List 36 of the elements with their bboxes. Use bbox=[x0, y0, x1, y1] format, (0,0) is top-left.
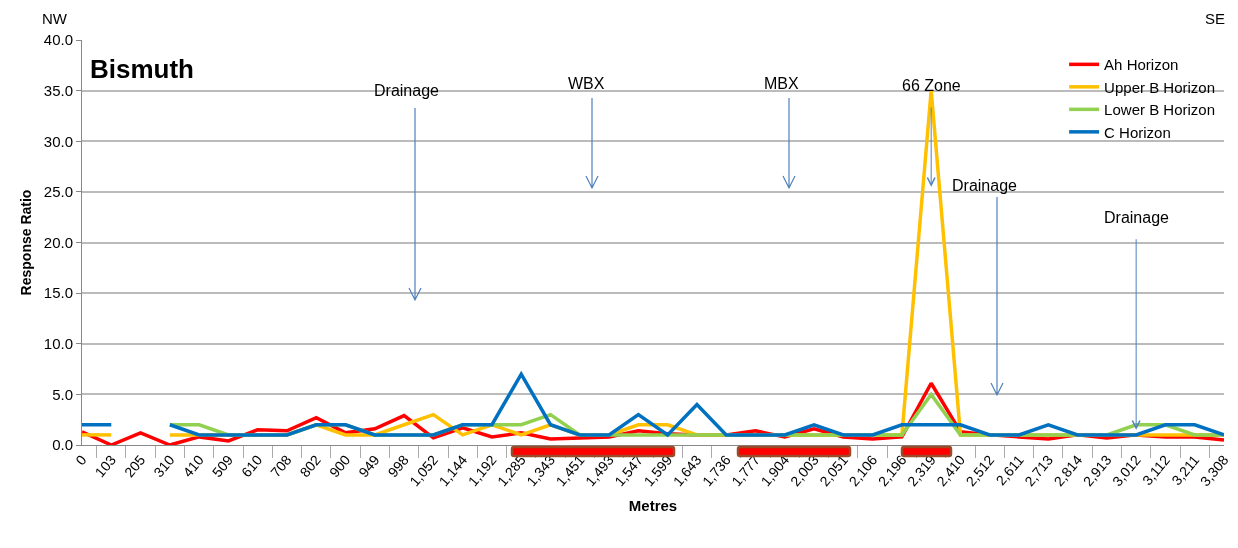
y-tick-label: 20.0 bbox=[43, 233, 73, 251]
annotation: Drainage bbox=[952, 177, 1018, 194]
x-tick-label: 310 bbox=[150, 451, 178, 481]
y-tick-label: 10.0 bbox=[43, 335, 73, 352]
x-tick-label: 509 bbox=[208, 451, 237, 481]
x-tick-label: 205 bbox=[120, 451, 149, 481]
legend-label: Lower B Horizon bbox=[1104, 101, 1216, 119]
x-tick-label: 998 bbox=[384, 451, 412, 481]
y-tick-label: 0.0 bbox=[52, 436, 73, 454]
y-tick-label: 25.0 bbox=[43, 183, 73, 201]
x-tick-label: 0 bbox=[72, 451, 90, 469]
x-tick-label: 900 bbox=[325, 451, 354, 481]
legend-label: Ah Horizon bbox=[1104, 56, 1179, 74]
annotation: Drainage bbox=[374, 82, 440, 99]
annotation: WBX bbox=[568, 75, 605, 92]
y-tick-label: 5.0 bbox=[52, 385, 73, 403]
annotation: Drainage bbox=[1104, 209, 1170, 226]
text: NW bbox=[42, 10, 68, 27]
x-axis-title: Metres bbox=[628, 497, 678, 515]
x-tick-label: 708 bbox=[267, 451, 295, 481]
legend-label: Upper B Horizon bbox=[1104, 78, 1216, 96]
y-tick-label: 40.0 bbox=[43, 31, 73, 49]
x-tick-label: 802 bbox=[296, 451, 325, 481]
annotation: MBX bbox=[764, 75, 799, 92]
legend-label: C Horizon bbox=[1104, 123, 1171, 141]
annotation: 66 Zone bbox=[902, 77, 961, 94]
text: Bismuth bbox=[90, 54, 194, 84]
text: SE bbox=[1205, 10, 1226, 27]
y-tick-label: 35.0 bbox=[43, 81, 73, 99]
x-tick-label: 410 bbox=[179, 451, 207, 481]
x-tick-label: 610 bbox=[238, 451, 266, 481]
y-axis-title: Response Ratio bbox=[18, 189, 35, 296]
y-tick-label: 30.0 bbox=[43, 132, 73, 150]
x-tick-label: 949 bbox=[355, 451, 383, 481]
x-tick-label: 103 bbox=[91, 451, 120, 481]
y-tick-label: 15.0 bbox=[43, 284, 73, 302]
